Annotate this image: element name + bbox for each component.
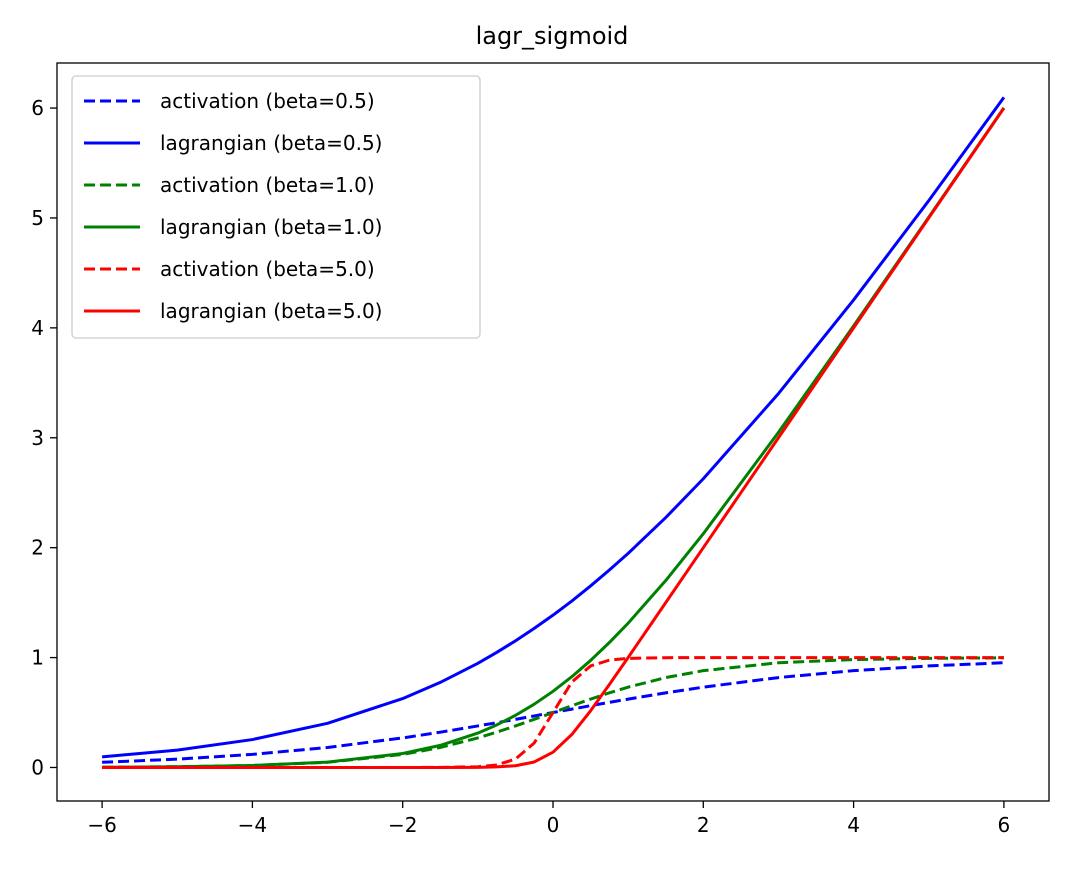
- plot-area: [101, 96, 1006, 769]
- legend-box: [71, 75, 481, 339]
- x-tick-label: −6: [87, 813, 116, 837]
- x-tick-label: 2: [697, 813, 710, 837]
- x-tick-label: −2: [388, 813, 417, 837]
- chart-title: lagr_sigmoid: [476, 22, 629, 50]
- y-tick-label: 3: [31, 426, 44, 450]
- legend-label: lagrangian (beta=5.0): [160, 299, 382, 323]
- y-tick-label: 1: [31, 646, 44, 670]
- y-tick-label: 2: [31, 536, 44, 560]
- y-tick-label: 6: [31, 96, 44, 120]
- series-line-6: [102, 107, 1006, 769]
- legend-label: activation (beta=1.0): [160, 173, 375, 197]
- axes: −6 −4 −2 0 2 4 6 0 1 2 3 4 5 6: [31, 96, 1010, 837]
- series-line-4: [102, 106, 1006, 769]
- legend-label: lagrangian (beta=1.0): [160, 215, 382, 239]
- legend-label: activation (beta=5.0): [160, 257, 375, 281]
- x-tick-label: 0: [547, 813, 560, 837]
- x-tick-label: −4: [238, 813, 267, 837]
- y-tick-label: 4: [31, 316, 44, 340]
- y-tick-label: 0: [31, 755, 44, 779]
- legend: activation (beta=0.5) lagrangian (beta=0.…: [71, 75, 481, 339]
- y-tick-label: 5: [31, 206, 44, 230]
- x-tick-label: 4: [847, 813, 860, 837]
- x-tick-label: 6: [998, 813, 1011, 837]
- legend-label: activation (beta=0.5): [160, 89, 375, 113]
- series-line-2: [101, 96, 1006, 759]
- legend-label: lagrangian (beta=0.5): [160, 131, 382, 155]
